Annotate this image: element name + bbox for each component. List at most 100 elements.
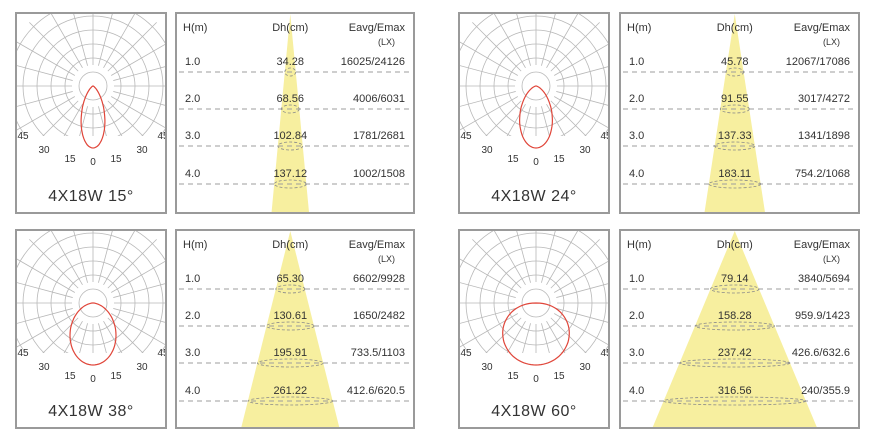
angle-label: 30 (481, 362, 493, 373)
grid-spoke (73, 231, 88, 283)
illuminance-table: H(m) Dh(cm) Eavg/Emax (LX) 1.0 45.78 12067/170… (619, 12, 860, 214)
grid-ring (78, 71, 108, 101)
angle-label: 45 (600, 131, 608, 142)
row-diameter: 158.28 (718, 310, 752, 322)
angle-label: 15 (507, 371, 519, 382)
header-illuminance: Eavg/Emax (794, 239, 851, 251)
angle-label: 45 (17, 131, 29, 142)
grid-spoke (63, 103, 83, 136)
angle-label: 15 (553, 154, 565, 165)
angle-label: 45 (460, 348, 472, 359)
angle-label: 45 (17, 348, 29, 359)
product-caption: 4X18W 24° (491, 188, 577, 205)
polar-diagram: 45 30 15 0 15 30 45 (460, 14, 608, 168)
angle-label: 0 (533, 157, 539, 168)
row-height: 2.0 (629, 310, 644, 322)
spot-ellipse (247, 396, 334, 406)
angle-label: 15 (64, 154, 76, 165)
grid-spoke (556, 308, 608, 323)
grid-spoke (556, 91, 608, 106)
grid-spoke (460, 91, 516, 107)
grid-spoke (98, 14, 113, 66)
row-illuminance: 4006/6031 (353, 93, 405, 105)
illuminance-table: H(m) Dh(cm) Eavg/Emax (LX) 1.0 65.30 6602/9928… (175, 229, 415, 429)
grid-spoke (79, 323, 88, 353)
row-diameter: 34.28 (277, 56, 305, 68)
grid-ring (521, 71, 551, 101)
grid-spoke (472, 239, 522, 289)
header-illuminance: Eavg/Emax (349, 239, 406, 251)
row-illuminance: 754.2/1068 (795, 168, 850, 180)
spot-ellipse (280, 104, 300, 114)
polar-diagram: 45 30 15 0 15 30 45 (17, 231, 165, 385)
header-diameter: Dh(cm) (272, 22, 308, 34)
spot-ellipse (714, 141, 756, 151)
grid-spoke (42, 317, 79, 353)
spot-ellipse (710, 284, 760, 294)
row-height: 1.0 (185, 56, 200, 68)
grid-spoke (485, 100, 522, 136)
row-illuminance: 12067/17086 (786, 56, 850, 68)
angle-label: 45 (600, 348, 608, 359)
grid-spoke (516, 14, 531, 66)
angle-label: 0 (533, 374, 539, 385)
row-height: 1.0 (629, 56, 644, 68)
grid-spoke (516, 231, 531, 283)
grid-spoke (541, 14, 556, 66)
spot-ellipse (719, 104, 750, 114)
row-height: 3.0 (185, 347, 200, 359)
grid-spoke (553, 96, 608, 129)
row-diameter: 195.91 (273, 347, 307, 359)
grid-spoke (98, 323, 107, 353)
grid-spoke (546, 231, 579, 286)
grid-spoke (73, 14, 88, 66)
polar-box: 45 30 15 0 15 30 45 4X18W 15° (15, 12, 167, 214)
grid-spoke (460, 308, 516, 324)
row-height: 4.0 (629, 168, 644, 180)
header-illuminance-unit: (LX) (823, 37, 840, 47)
header-illuminance-unit: (LX) (823, 254, 840, 264)
angle-label: 15 (553, 371, 565, 382)
polar-grid (17, 14, 165, 136)
intensity-curve (502, 302, 570, 366)
angle-label: 30 (38, 145, 50, 156)
grid-spoke (17, 96, 76, 131)
grid-spoke (550, 317, 587, 353)
grid-spoke (546, 14, 579, 69)
grid-spoke (556, 66, 608, 81)
angle-label: 30 (579, 362, 591, 373)
row-height: 1.0 (185, 273, 200, 285)
grid-spoke (107, 317, 144, 353)
product-caption: 4X18W 60° (491, 403, 577, 420)
header-height: H(m) (627, 22, 651, 34)
row-diameter: 130.61 (273, 310, 307, 322)
row-diameter: 316.56 (718, 385, 752, 397)
grid-spoke (493, 231, 526, 286)
header-height: H(m) (627, 239, 651, 251)
grid-spoke (17, 313, 76, 348)
spot-ellipse (266, 321, 315, 331)
spot-ellipse (284, 67, 297, 77)
angle-label: 15 (64, 371, 76, 382)
polar-box: 45 30 15 0 15 30 45 4X18W 38° (15, 229, 167, 429)
row-illuminance: 733.5/1103 (351, 347, 405, 359)
polar-box: 45 30 15 0 15 30 45 4X18W 24° (458, 12, 610, 214)
row-diameter: 45.78 (721, 56, 749, 68)
grid-spoke (17, 41, 76, 76)
spot-ellipse (273, 179, 307, 189)
row-height: 3.0 (629, 130, 644, 142)
row-illuminance: 16025/24126 (341, 56, 405, 68)
product-caption: 4X18W 38° (48, 403, 134, 420)
row-diameter: 102.84 (273, 130, 307, 142)
row-illuminance: 1781/2681 (353, 130, 405, 142)
grid-spoke (110, 313, 165, 346)
grid-spoke (460, 313, 519, 348)
header-illuminance-unit: (LX) (378, 254, 395, 264)
row-diameter: 261.22 (273, 385, 307, 397)
grid-ring (78, 288, 108, 318)
grid-spoke (29, 239, 79, 289)
grid-spoke (50, 14, 83, 69)
grid-spoke (17, 308, 73, 324)
spot-ellipse (663, 396, 807, 406)
grid-spoke (553, 260, 608, 293)
